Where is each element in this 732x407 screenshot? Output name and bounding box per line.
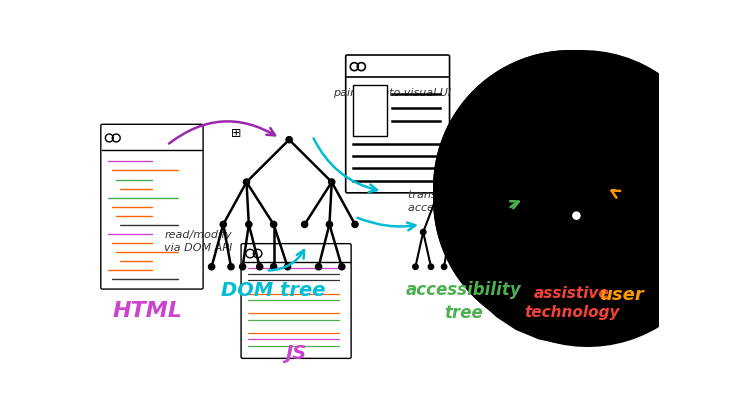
Circle shape xyxy=(460,160,466,166)
Circle shape xyxy=(285,264,291,270)
Circle shape xyxy=(315,264,321,270)
Circle shape xyxy=(209,264,214,270)
Circle shape xyxy=(455,264,460,269)
Text: DOM tree: DOM tree xyxy=(221,281,326,300)
Circle shape xyxy=(506,264,511,269)
Circle shape xyxy=(613,180,631,197)
Circle shape xyxy=(244,179,250,185)
Circle shape xyxy=(352,221,358,228)
Circle shape xyxy=(570,210,583,222)
Text: user: user xyxy=(600,286,645,304)
Circle shape xyxy=(433,195,439,200)
Circle shape xyxy=(488,195,493,200)
Circle shape xyxy=(573,212,580,219)
Text: accessibility
tree: accessibility tree xyxy=(406,281,521,322)
Text: HTML: HTML xyxy=(112,302,182,322)
Circle shape xyxy=(498,230,504,235)
Text: transformed into
accessibility tree: transformed into accessibility tree xyxy=(408,190,502,213)
Circle shape xyxy=(470,230,476,235)
Circle shape xyxy=(271,221,277,228)
Circle shape xyxy=(413,264,418,269)
FancyBboxPatch shape xyxy=(101,124,203,289)
FancyBboxPatch shape xyxy=(241,244,351,359)
Circle shape xyxy=(271,264,277,270)
Circle shape xyxy=(228,264,234,270)
Circle shape xyxy=(220,221,226,228)
FancyBboxPatch shape xyxy=(523,132,619,281)
Circle shape xyxy=(428,264,433,269)
Circle shape xyxy=(420,230,426,235)
Circle shape xyxy=(329,179,335,185)
Circle shape xyxy=(257,264,263,270)
Text: assistive
technology: assistive technology xyxy=(524,286,620,319)
FancyBboxPatch shape xyxy=(346,55,449,193)
Circle shape xyxy=(447,230,452,235)
Text: painted into visual UI: painted into visual UI xyxy=(333,88,451,98)
Circle shape xyxy=(488,264,493,269)
Text: read/modify
via DOM API: read/modify via DOM API xyxy=(164,230,233,253)
Circle shape xyxy=(239,264,246,270)
FancyBboxPatch shape xyxy=(354,85,386,136)
Circle shape xyxy=(569,172,581,184)
Circle shape xyxy=(286,137,292,143)
Text: JS: JS xyxy=(285,344,307,363)
Text: ⊞: ⊞ xyxy=(231,127,242,140)
Circle shape xyxy=(339,264,345,270)
Circle shape xyxy=(302,221,307,228)
Circle shape xyxy=(246,221,252,228)
Circle shape xyxy=(326,221,332,228)
Polygon shape xyxy=(609,198,636,220)
Circle shape xyxy=(441,264,447,269)
Text: read via
native API: read via native API xyxy=(474,114,530,138)
